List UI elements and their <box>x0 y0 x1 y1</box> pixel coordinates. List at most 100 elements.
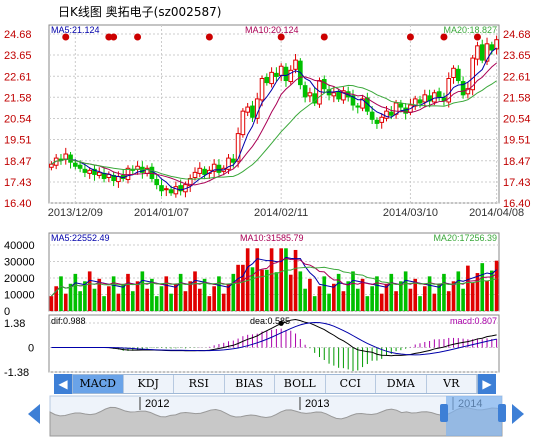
kline-y-tick-right: 20.54 <box>503 114 531 126</box>
volume-bar <box>130 291 135 311</box>
tab-prev-button[interactable]: ◀ <box>54 374 72 394</box>
volume-bar <box>102 296 106 311</box>
candle-body <box>446 77 452 103</box>
tab-kdj[interactable]: KDJ <box>124 375 174 393</box>
volume-bar <box>63 293 68 311</box>
kline-y-tick-right: 19.51 <box>503 135 531 147</box>
candle-body <box>465 88 471 95</box>
tab-vr[interactable]: VR <box>427 375 477 393</box>
volume-bar <box>49 296 54 311</box>
volume-bar <box>255 248 260 311</box>
candle-body <box>178 185 183 192</box>
volume-bar <box>236 264 240 311</box>
candle-body <box>321 79 327 90</box>
candle-body <box>245 106 250 113</box>
candle-body <box>125 167 131 181</box>
event-marker-dot <box>205 33 213 41</box>
macd-y-tick: 0 <box>28 343 34 355</box>
volume-bar <box>221 293 226 311</box>
volume-bar <box>107 286 111 311</box>
overview-right-handle <box>498 404 506 422</box>
tab-dma[interactable]: DMA <box>376 375 427 393</box>
volume-bar <box>174 283 178 311</box>
kline-ma10-line <box>51 62 497 186</box>
tab-boll[interactable]: BOLL <box>275 375 326 393</box>
volume-bar <box>284 248 288 311</box>
volume-bar <box>466 265 470 311</box>
candle-body <box>341 90 346 101</box>
candle-body <box>379 116 385 123</box>
macd-legend-macd: macd:0.807 <box>450 316 497 326</box>
kline-legend-ma10: MA10:20.124 <box>245 25 299 35</box>
candle-body <box>494 39 499 50</box>
candle-body <box>455 68 461 82</box>
volume-bar <box>169 293 173 311</box>
volume-bar <box>317 286 322 311</box>
volume-bar <box>265 269 269 311</box>
volume-bar <box>135 281 140 311</box>
tab-next-button[interactable]: ▶ <box>478 374 496 394</box>
volume-y-tick: 10000 <box>4 290 35 302</box>
candle-body <box>254 98 260 119</box>
kline-x-tick: 2014/04/08 <box>469 207 524 219</box>
candle-body <box>163 188 169 191</box>
candle-body <box>197 167 203 174</box>
volume-bar <box>83 281 87 311</box>
volume-bar <box>279 248 283 311</box>
volume-bar <box>68 283 73 311</box>
candle-body <box>73 162 78 167</box>
candle-body <box>211 163 217 172</box>
candle-body <box>307 92 313 97</box>
volume-bar <box>197 288 202 311</box>
volume-bar <box>126 273 130 311</box>
volume-bar <box>116 293 121 311</box>
kline-x-tick: 2013/12/09 <box>48 207 103 219</box>
volume-bar <box>375 276 379 311</box>
overview-area <box>49 406 503 437</box>
volume-bar <box>494 260 499 311</box>
candle-body <box>235 133 241 162</box>
kline-ma20-line <box>51 80 497 180</box>
candle-body <box>49 163 54 168</box>
candle-body <box>68 154 73 163</box>
candle-body <box>77 164 83 169</box>
volume-bar <box>207 296 212 311</box>
volume-bar <box>480 263 485 311</box>
volume-bar <box>346 281 351 311</box>
candle-body <box>451 67 456 78</box>
volume-y-tick: 30000 <box>4 257 35 269</box>
macd-dea-line <box>51 321 497 356</box>
tab-rsi[interactable]: RSI <box>174 375 225 393</box>
kline-y-tick-left: 22.61 <box>4 71 32 83</box>
volume-bar <box>154 296 159 311</box>
volume-bar <box>241 264 245 311</box>
candle-body <box>293 59 298 70</box>
event-marker-dot <box>134 33 142 41</box>
tab-macd[interactable]: MACD <box>73 375 124 393</box>
volume-bar <box>164 276 169 311</box>
kline-y-tick-right: 24.68 <box>503 29 531 41</box>
volume-y-tick: 20000 <box>4 273 35 285</box>
tab-cci[interactable]: CCI <box>326 375 376 393</box>
volume-bar <box>73 273 78 311</box>
indicator-tabs: MACD KDJ RSI BIAS BOLL CCI DMA VR <box>72 374 478 394</box>
overview-right-arrow <box>512 404 524 424</box>
volume-bar <box>490 270 494 311</box>
tab-bias[interactable]: BIAS <box>225 375 275 393</box>
candle-body <box>384 110 389 119</box>
kline-y-tick-left: 24.68 <box>4 29 32 41</box>
volume-bar <box>193 271 197 311</box>
volume-bar <box>384 283 389 311</box>
volume-bar <box>145 288 149 311</box>
volume-bar <box>461 288 465 311</box>
kline-y-tick-left: 18.47 <box>4 156 32 168</box>
event-marker-dot <box>406 33 414 41</box>
volume-bar <box>178 273 183 311</box>
volume-bar <box>332 283 336 311</box>
volume-bar <box>451 281 456 311</box>
page-title: 日K线图 奥拓电子(sz002587) <box>58 5 222 19</box>
candle-body <box>92 168 97 175</box>
volume-bar <box>312 296 317 311</box>
candle-body <box>393 102 399 115</box>
volume-bar <box>140 271 145 311</box>
